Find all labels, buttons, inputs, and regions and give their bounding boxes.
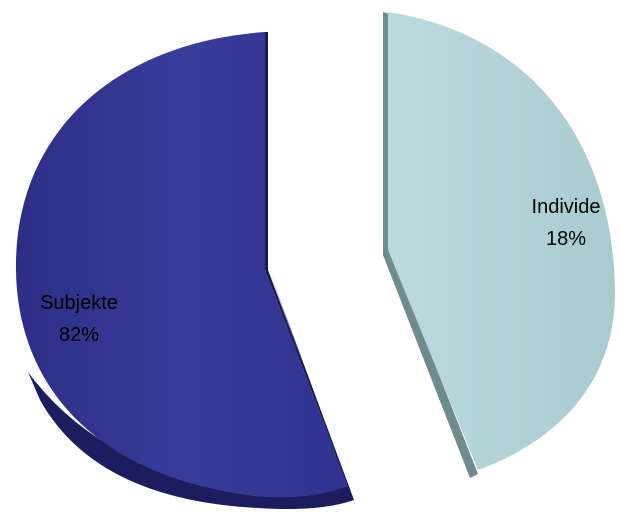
slice-label-individe-value: 18% — [546, 228, 586, 250]
slice-label-individe-name: Individe — [532, 196, 601, 218]
slice-face-subjekte — [15, 32, 348, 498]
pie-slice-individe — [383, 12, 616, 478]
slice-depth-subjekte — [28, 270, 354, 509]
slice-label-subjekte-value: 82% — [59, 324, 99, 346]
slice-label-subjekte-name: Subjekte — [40, 292, 118, 314]
slice-face-individe — [388, 12, 616, 470]
pie-slice-subjekte — [15, 32, 354, 509]
